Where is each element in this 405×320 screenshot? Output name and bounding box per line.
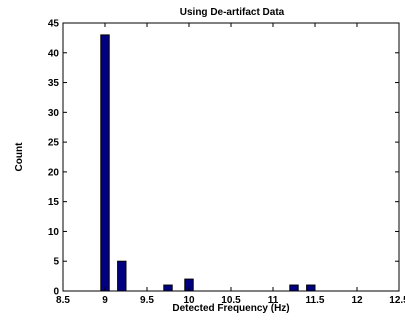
x-axis-ticks: 8.5 9 9.5 10 10.5 11 11.5 12 12.5 xyxy=(56,23,405,306)
y-tick-label: 30 xyxy=(48,108,60,119)
x-tick-label: 10 xyxy=(183,295,195,306)
bar xyxy=(289,284,299,292)
bar xyxy=(100,34,110,292)
bar xyxy=(306,284,316,292)
y-tick-label: 0 xyxy=(53,287,59,298)
x-tick-label: 11 xyxy=(268,295,279,306)
plot-area xyxy=(62,22,400,292)
x-tick-label: 9.5 xyxy=(140,295,154,306)
chart-title: Using De-artifact Data xyxy=(180,7,285,18)
x-tick-label: 12 xyxy=(351,295,363,306)
y-tick-label: 45 xyxy=(48,19,60,30)
y-tick-label: 35 xyxy=(48,78,60,89)
y-axis-label: Count xyxy=(14,142,25,172)
y-tick-label: 40 xyxy=(48,48,60,59)
y-tick-label: 5 xyxy=(53,257,59,268)
x-tick-label: 8.5 xyxy=(56,295,70,306)
bar xyxy=(163,284,173,292)
y-tick-label: 15 xyxy=(48,197,60,208)
y-axis-ticks: 0 5 10 15 20 25 30 35 40 45 xyxy=(48,19,399,298)
x-tick-label: 12.5 xyxy=(389,295,405,306)
bar xyxy=(117,260,127,292)
x-axis-label: Detected Frequency (Hz) xyxy=(172,303,289,314)
x-tick-label: 9 xyxy=(102,295,108,306)
y-tick-label: 25 xyxy=(48,138,60,149)
x-tick-label: 11.5 xyxy=(306,295,325,306)
y-tick-label: 20 xyxy=(48,167,60,178)
y-tick-label: 10 xyxy=(48,227,60,238)
x-tick-label: 10.5 xyxy=(221,295,241,306)
